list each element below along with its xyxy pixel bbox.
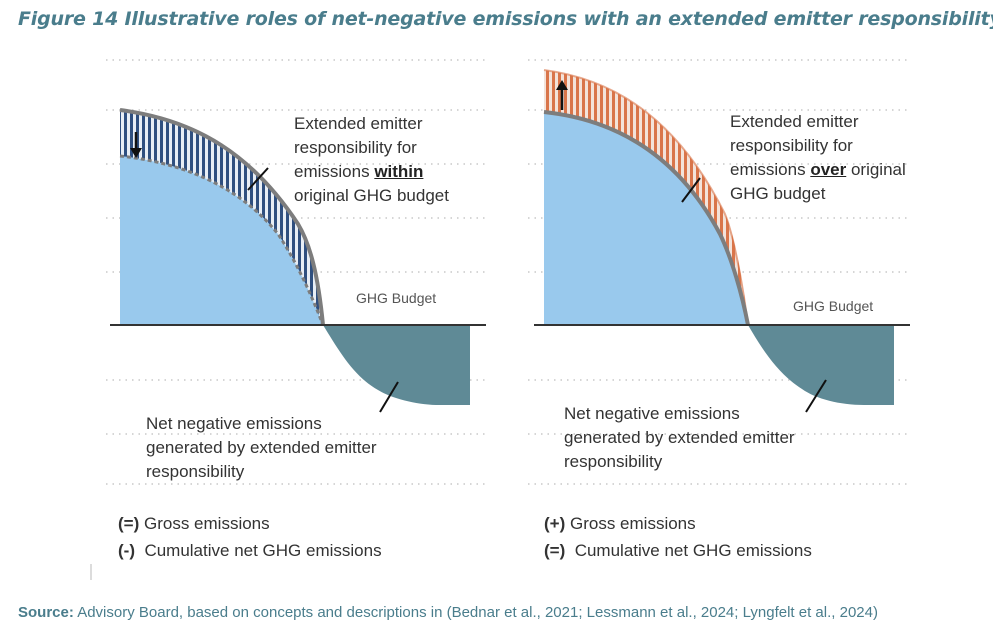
gross-emissions-area [120, 156, 323, 325]
callout-leader-top [681, 177, 701, 203]
callout-leader-bottom [805, 379, 827, 413]
gross-curve-line [543, 69, 749, 326]
callout-bottom-label: Net negative emissions generated by exte… [564, 404, 795, 471]
over-budget-hatch [544, 70, 748, 325]
right-diagram [528, 59, 910, 485]
gross-curve-line [119, 108, 325, 326]
net-negative-area [323, 325, 470, 405]
down-arrow-icon [130, 132, 142, 158]
left-panel: Extended emitter responsibility for emis… [88, 44, 500, 584]
callout-top-label: Extended emitter responsibility for emis… [294, 114, 449, 205]
callout-leader-bottom [379, 381, 399, 413]
within-budget-hatch [120, 110, 323, 325]
left-diagram [90, 59, 488, 580]
net-negative-area [748, 325, 894, 405]
legend-item: (=) Gross emissions [118, 514, 270, 533]
callout-bottom-label: Net negative emissions generated by exte… [146, 414, 377, 481]
legend-item: (-) Cumulative net GHG emissions [118, 541, 382, 560]
ghg-budget-label: GHG Budget [356, 290, 437, 306]
source-text: Advisory Board, based on concepts and de… [73, 604, 878, 621]
legend-item: (+) Gross emissions [544, 514, 696, 533]
ghg-budget-label: GHG Budget [793, 298, 874, 314]
source-note: Source: Advisory Board, based on concept… [18, 604, 878, 621]
legend-item: (=) Cumulative net GHG emissions [544, 541, 812, 560]
callout-top-label: Extended emitter responsibility for emis… [730, 112, 906, 203]
legend: (+) Gross emissions (=) Cumulative net G… [544, 510, 812, 564]
right-panel: Extended emitter responsibility for emis… [510, 44, 922, 584]
gross-emissions-area [544, 112, 748, 325]
net-curve-line [543, 110, 750, 326]
up-arrow-icon [556, 80, 568, 110]
source-label: Source: [18, 604, 74, 621]
legend: (=) Gross emissions (-) Cumulative net G… [118, 510, 382, 564]
figure-title: Figure 14 Illustrative roles of net-nega… [18, 8, 993, 30]
callout-leader-top [247, 167, 269, 191]
